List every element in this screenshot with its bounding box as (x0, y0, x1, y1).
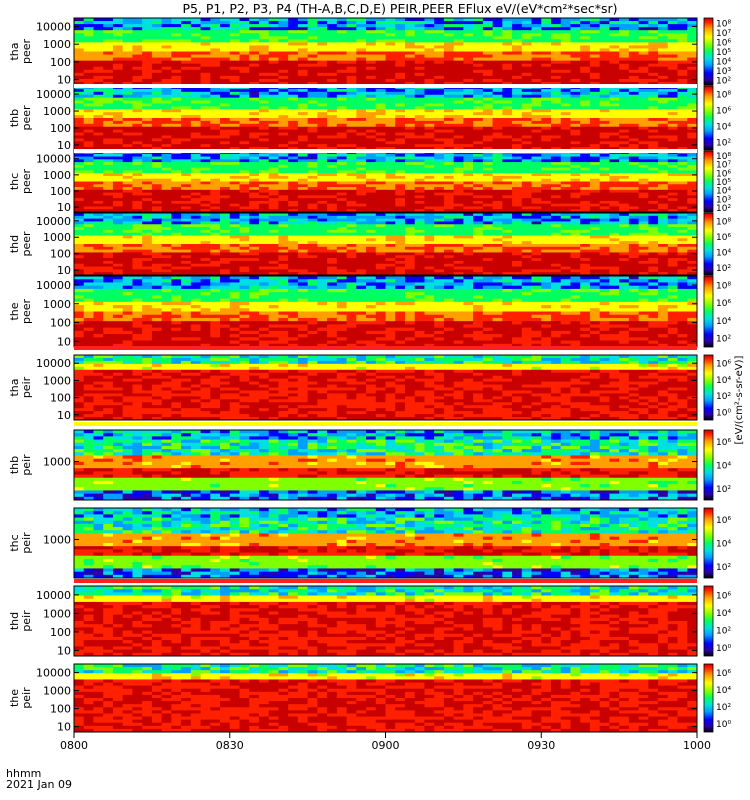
colorbar-tick-label: 10² (716, 139, 731, 149)
y-tick-label: 1000 (43, 169, 71, 182)
panel-thb-peer: 10 100 1000 10000thbpeer 10² 10⁴ 10⁶ 10⁸ (8, 86, 731, 152)
chart-title: P5, P1, P2, P3, P4 (TH-A,B,C,D,E) PEIR,P… (182, 1, 617, 16)
colorbar-tick-label: 10⁴ (716, 187, 731, 197)
panel-tha-peer: 10 100 1000 10000thapeer 10²10³10⁴10⁵10⁶10⁷1… (8, 18, 731, 87)
panel-label: thbpeer (8, 105, 33, 131)
colorbar-tick-label: 10⁸ (716, 91, 731, 101)
y-tick-label: 100 (50, 56, 71, 69)
y-tick-label: 10000 (36, 20, 71, 33)
colorbar-tick-label: 10² (716, 77, 731, 87)
colorbar-tick-label: 10³ (716, 67, 731, 77)
colorbar (704, 18, 713, 85)
colorbar-tick-label: 10⁴ (716, 123, 731, 133)
colorbar-tick-label: 10⁵ (716, 178, 731, 188)
heatmap-thb-peer (74, 86, 698, 151)
panel-label: thcpeer (8, 169, 33, 195)
y-tick-label: 10 (57, 201, 71, 214)
colorbar-tick-label: 10⁶ (716, 107, 731, 117)
y-tick-label: 1000 (43, 38, 71, 51)
colorbar-tick-label: 10⁶ (716, 38, 731, 48)
panels: 10100100010000thapeer10²10³10⁴10⁵10⁶10⁷1… (8, 18, 745, 734)
colorbar-tick-label: 10⁸ (716, 19, 731, 29)
heatmap-thd-peer (74, 213, 698, 276)
colorbar (704, 151, 713, 212)
y-tick-label: 10000 (36, 88, 71, 101)
colorbar-tick-label: 10⁶ (716, 169, 731, 179)
y-tick-label: 100 (50, 122, 71, 135)
colorbar-tick-label: 10³ (716, 195, 731, 205)
species-label: peer (20, 105, 33, 131)
y-tick-label: 100 (50, 185, 71, 198)
colorbar-tick-label: 10⁴ (716, 58, 731, 68)
colorbar-tick-label: 10⁷ (716, 161, 731, 171)
species-label: peer (20, 169, 33, 195)
y-tick-label: 10 (57, 139, 71, 152)
colorbar-tick-label: 10⁸ (716, 152, 731, 162)
y-tick-label: 10 (57, 74, 71, 87)
panel-label: thapeer (8, 39, 33, 65)
colorbar (704, 86, 713, 150)
colorbar-tick-label: 10⁷ (716, 29, 731, 39)
y-tick-label: 1000 (43, 105, 71, 118)
y-tick-label: 10000 (36, 153, 71, 166)
heatmap-thc-peer (74, 151, 698, 213)
heatmap-tha-peer (74, 18, 698, 86)
colorbar-tick-label: 10² (716, 204, 731, 214)
panel-thd-peer: 10100100010000thdpeer10²10⁴10⁶10⁸ (8, 213, 731, 277)
species-label: peer (20, 39, 33, 65)
panel-thc-peer: 10 100 1000 10000thcpeer 10²10³10⁴10⁵10⁶10⁷1… (8, 151, 731, 214)
colorbar-tick-label: 10⁵ (716, 48, 731, 58)
